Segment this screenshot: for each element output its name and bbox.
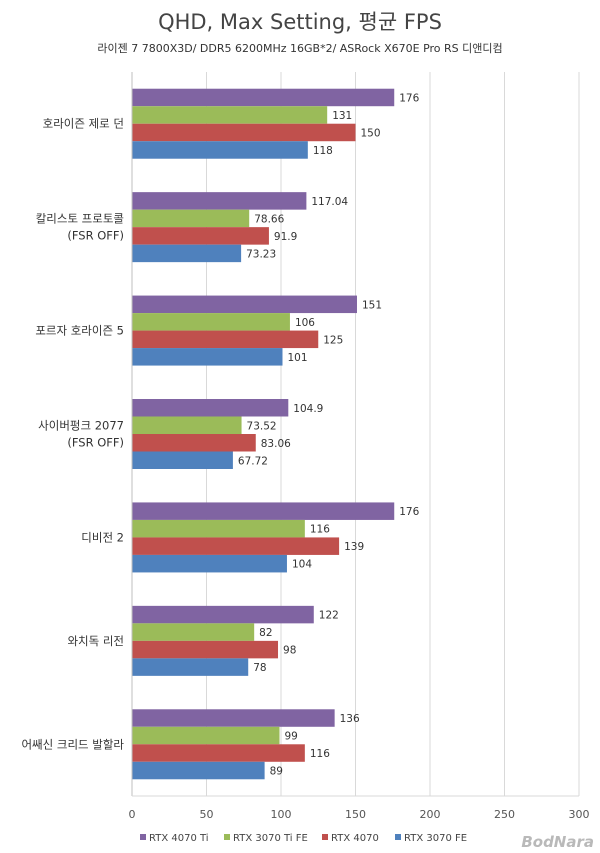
- bar: [132, 709, 335, 727]
- x-tick-label: 300: [569, 808, 590, 821]
- data-label: 131: [332, 110, 352, 122]
- category-label: (FSR OFF): [67, 436, 124, 450]
- data-label: 89: [270, 766, 283, 778]
- bar: [132, 123, 356, 142]
- category-label: 어쌔신 크리드 발할라: [21, 737, 124, 751]
- data-label: 151: [362, 299, 382, 311]
- bar: [132, 605, 314, 624]
- bar: [132, 313, 290, 331]
- bar: [132, 416, 242, 434]
- bar: [132, 537, 340, 555]
- category-label: 디비전 2: [81, 530, 124, 544]
- x-tick-label: 200: [420, 808, 441, 821]
- bar: [132, 141, 308, 159]
- bar: [132, 244, 242, 263]
- category-label: 사이버펑크 2077: [38, 419, 124, 433]
- data-label: 73.52: [247, 420, 277, 432]
- bar: [132, 434, 256, 452]
- data-label: 118: [313, 145, 333, 157]
- data-label: 98: [283, 645, 296, 657]
- data-label: 73.23: [246, 248, 276, 260]
- legend-swatch: [395, 834, 401, 840]
- bar: [132, 348, 283, 366]
- category-label: 호라이즌 제로 던: [43, 117, 124, 131]
- bar: [132, 209, 250, 228]
- legend-label: RTX 3070 Ti FE: [233, 833, 308, 844]
- x-tick-label: 0: [129, 808, 136, 821]
- data-label: 104: [292, 559, 312, 571]
- legend-swatch: [322, 834, 328, 840]
- data-label: 117.04: [311, 196, 348, 208]
- legend-label: RTX 3070 FE: [404, 833, 467, 844]
- data-label: 125: [323, 334, 343, 346]
- bar: [132, 106, 328, 124]
- data-label: 139: [344, 541, 364, 553]
- data-label: 91.9: [274, 231, 297, 243]
- data-label: 83.06: [261, 438, 291, 450]
- data-label: 67.72: [238, 455, 268, 467]
- legend-label: RTX 4070 Ti: [149, 833, 209, 844]
- chart-subtitle: 라이젠 7 7800X3D/ DDR5 6200MHz 16GB*2/ ASRo…: [97, 42, 503, 55]
- legend-swatch: [224, 834, 230, 840]
- legend-swatch: [140, 834, 146, 840]
- bar: [132, 519, 305, 538]
- category-label: 포르자 호라이즌 5: [35, 324, 124, 338]
- bar: [132, 554, 287, 573]
- data-label: 78: [253, 662, 266, 674]
- category-label: 와치독 리전: [67, 634, 124, 648]
- data-label: 101: [287, 352, 307, 364]
- bar: [132, 295, 357, 314]
- data-label: 78.66: [254, 213, 284, 225]
- data-label: 82: [259, 627, 272, 639]
- bar: [132, 623, 255, 641]
- chart-title: QHD, Max Setting, 평균 FPS: [158, 10, 442, 34]
- data-label: 116: [310, 524, 330, 536]
- legend: RTX 4070 Ti RTX 3070 Ti FE RTX 4070 RTX 307…: [140, 833, 467, 844]
- x-tick-label: 100: [271, 808, 292, 821]
- data-label: 176: [399, 506, 419, 518]
- x-tick-label: 150: [345, 808, 366, 821]
- bar: [132, 330, 319, 349]
- x-tick-label: 50: [200, 808, 214, 821]
- bars: 176 131 150 118 117.04 78.66 91.9 73.23 151 106 12…: [132, 88, 420, 780]
- bar: [132, 227, 269, 245]
- data-label: 136: [340, 713, 360, 725]
- bar: [132, 658, 249, 676]
- watermark-logo: BodNara: [521, 833, 594, 851]
- data-label: 104.9: [293, 403, 323, 415]
- x-tick-label: 250: [494, 808, 515, 821]
- data-label: 99: [285, 731, 298, 743]
- data-label: 122: [319, 610, 339, 622]
- data-label: 176: [399, 92, 419, 104]
- bar: [132, 502, 395, 520]
- data-label: 150: [361, 127, 381, 139]
- legend-label: RTX 4070: [331, 833, 379, 844]
- category-label: 칼리스토 프로토콜: [36, 212, 124, 226]
- bar: [132, 744, 305, 762]
- bar: [132, 192, 307, 210]
- bar: [132, 726, 280, 745]
- bar: [132, 88, 395, 107]
- bar: [132, 451, 233, 469]
- bar: [132, 640, 279, 659]
- bar: [132, 761, 265, 780]
- category-label: (FSR OFF): [67, 229, 124, 243]
- bar: [132, 399, 289, 417]
- data-label: 106: [295, 317, 315, 329]
- data-label: 116: [310, 748, 330, 760]
